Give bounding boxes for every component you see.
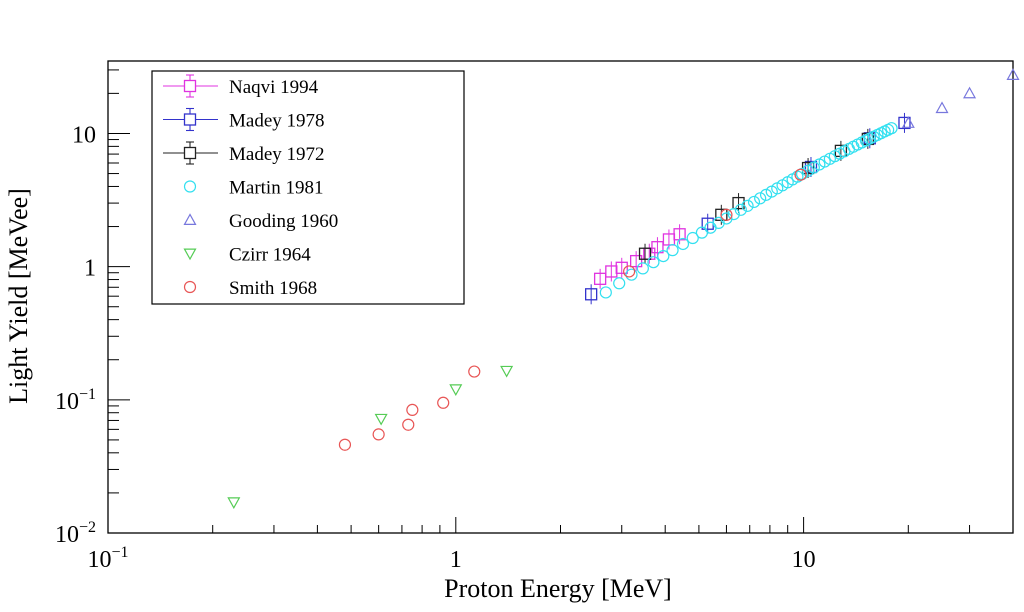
data-point <box>898 116 911 130</box>
legend-marker <box>183 280 197 294</box>
legend: Naqvi 1994 Madey 1978 Madey 1972 Martin 198… <box>151 70 465 305</box>
data-point <box>227 497 241 510</box>
data-point <box>935 101 949 114</box>
data-point <box>629 254 643 268</box>
data-point <box>704 221 717 234</box>
data-point <box>406 403 419 417</box>
data-point <box>1006 68 1020 80</box>
data-point <box>615 261 628 274</box>
series-czirr-1964 <box>227 365 514 510</box>
legend-marker <box>183 180 197 193</box>
data-point <box>593 272 607 285</box>
legend-marker <box>183 113 197 126</box>
y-tick-label: 10 <box>72 122 96 148</box>
data-point <box>720 212 733 225</box>
axis-ticks <box>107 69 1014 534</box>
data-point <box>885 122 898 135</box>
data-point <box>901 116 915 128</box>
data-point <box>676 237 690 251</box>
legend-marker <box>183 146 197 160</box>
legend-marker <box>183 248 197 261</box>
series-gooding-1960 <box>901 68 1020 128</box>
y-tick-label: 10−2 <box>55 519 96 548</box>
data-point <box>651 241 664 254</box>
data-point <box>585 288 598 301</box>
y-tick-labels: 10−2 10−1 1 10 <box>55 122 96 548</box>
data-point <box>759 188 773 201</box>
data-point <box>468 365 481 378</box>
data-point <box>732 196 745 210</box>
legend-label: Naqvi 1994 <box>229 77 319 98</box>
data-point <box>625 268 638 281</box>
legend-label: Martin 1981 <box>229 178 323 199</box>
data-point <box>727 208 740 221</box>
data-point <box>636 262 649 275</box>
data-point <box>374 413 388 426</box>
x-tick-label: 10 <box>792 547 816 573</box>
data-point <box>613 277 626 290</box>
data-point <box>754 192 767 205</box>
legend-marker <box>183 79 197 93</box>
y-axis-title: Light Yield [MeVee] <box>4 188 33 404</box>
x-tick-label: 10−1 <box>87 544 128 573</box>
data-point <box>599 286 612 299</box>
data-point <box>402 418 415 431</box>
data-point <box>747 195 761 209</box>
legend-label: Madey 1978 <box>229 111 325 132</box>
legend-marker <box>183 213 197 225</box>
data-point <box>500 365 514 378</box>
data-point <box>734 203 747 216</box>
y-tick-label: 1 <box>84 256 96 282</box>
x-axis-title: Proton Energy [MeV] <box>444 574 672 603</box>
data-point <box>657 249 670 263</box>
data-point <box>647 256 660 269</box>
legend-label: Smith 1968 <box>229 278 317 299</box>
series-madey-1978 <box>585 112 911 305</box>
legend-label: Gooding 1960 <box>229 211 338 232</box>
legend-label: Madey 1972 <box>229 144 325 165</box>
data-point <box>666 244 679 257</box>
y-tick-label: 10−1 <box>55 386 96 415</box>
data-point <box>720 208 733 221</box>
data-point <box>623 265 636 278</box>
data-point <box>801 164 815 177</box>
data-point <box>963 86 977 99</box>
data-point <box>372 428 385 441</box>
series-martin-1981 <box>599 122 898 299</box>
legend-label: Czirr 1964 <box>229 245 311 266</box>
data-point <box>338 438 352 451</box>
data-point <box>638 247 652 260</box>
series-smith-1968 <box>338 168 807 451</box>
x-tick-label: 1 <box>450 547 462 573</box>
x-tick-labels: 10−1 1 10 <box>87 544 815 573</box>
data-point <box>794 168 807 181</box>
legend-box <box>151 70 465 305</box>
data-point <box>449 384 463 397</box>
data-markers <box>227 68 1020 510</box>
data-point <box>437 396 450 409</box>
data-point <box>741 199 754 212</box>
data-point <box>686 231 699 245</box>
